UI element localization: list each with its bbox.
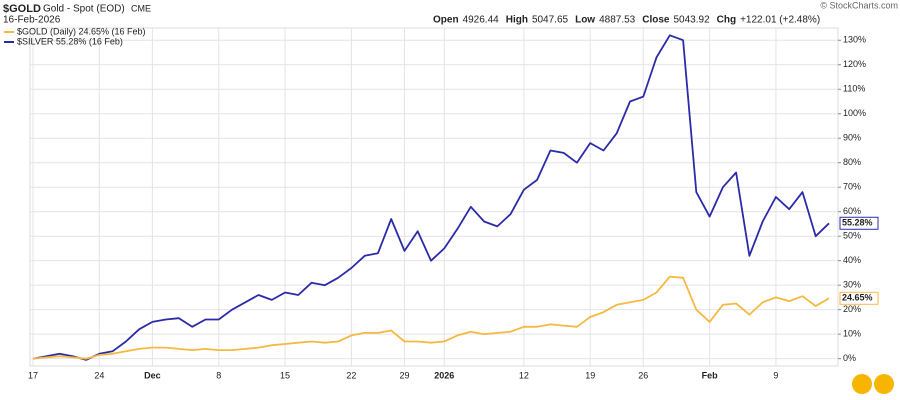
x-tick-label: 17: [28, 370, 38, 380]
end-label: 55.28%: [842, 218, 873, 228]
x-tick-label: 29: [399, 370, 409, 380]
y-tick-label: 10%: [843, 329, 861, 339]
date: 16-Feb-2026: [3, 15, 61, 26]
legend-label: $SILVER 55.28% (16 Feb): [17, 36, 123, 46]
instrument-name: Gold - Spot (EOD): [43, 4, 125, 15]
exchange: CME: [131, 3, 151, 13]
icon[interactable]: [874, 374, 894, 394]
stat-label: Chg: [717, 15, 736, 26]
stat-label: Open: [433, 15, 459, 26]
x-tick-label: 22: [346, 370, 356, 380]
x-tick-label: 8: [216, 370, 221, 380]
stat-label: Low: [575, 15, 595, 26]
stat-label: High: [506, 15, 528, 26]
x-tick-label: Feb: [702, 370, 719, 380]
y-tick-label: 120%: [843, 59, 866, 69]
x-tick-label: 19: [585, 370, 595, 380]
plot-frame: [29, 27, 839, 367]
y-tick-label: 110%: [843, 84, 865, 94]
legend-label: $GOLD (Daily) 24.65% (16 Feb): [17, 26, 146, 36]
x-tick-label: 24: [94, 370, 104, 380]
stat-value: 4926.44: [463, 15, 500, 26]
end-label-box: [839, 291, 879, 305]
x-tick-label: 9: [773, 370, 778, 380]
y-tick-label: 40%: [843, 255, 861, 265]
x-tick-label: 12: [519, 370, 529, 380]
x-tick-label: 15: [280, 370, 290, 380]
x-tick-label: 2026: [434, 370, 454, 380]
y-tick-label: 0%: [843, 353, 856, 363]
x-tick-label: Dec: [144, 370, 161, 380]
symbol: $GOLD: [3, 3, 41, 15]
series-line: [32, 34, 830, 361]
stat-value: 4887.53: [599, 15, 636, 26]
icon[interactable]: [852, 374, 872, 394]
y-tick-label: 50%: [843, 231, 861, 241]
stat-value: +122.01 (+2.48%): [740, 15, 820, 26]
y-tick-label: 90%: [843, 133, 861, 143]
series-line: [32, 275, 830, 360]
end-label-box: [839, 216, 879, 230]
end-label: 24.65%: [842, 293, 873, 303]
stat-value: 5047.65: [532, 15, 569, 26]
stat-label: Close: [642, 15, 670, 26]
credit: © StockCharts.com: [820, 0, 898, 10]
y-tick-label: 30%: [843, 280, 861, 290]
y-tick-label: 70%: [843, 182, 861, 192]
y-tick-label: 100%: [843, 108, 866, 118]
y-tick-label: 130%: [843, 35, 866, 45]
x-tick-label: 26: [638, 370, 648, 380]
y-tick-label: 20%: [843, 304, 861, 314]
y-tick-label: 60%: [843, 206, 861, 216]
y-tick-label: 80%: [843, 157, 861, 167]
stat-value: 5043.92: [673, 15, 710, 26]
